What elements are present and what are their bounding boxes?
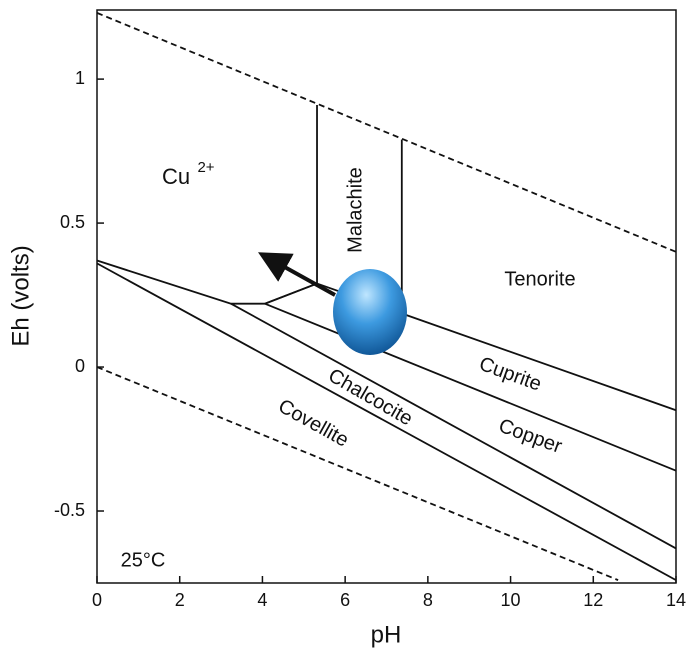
- x-tick-label: 14: [666, 590, 686, 610]
- y-tick-label: -0.5: [54, 500, 85, 520]
- y-tick-label: 0: [75, 356, 85, 376]
- region-label: Cu: [162, 164, 190, 189]
- boundary-line: [96, 366, 619, 581]
- x-tick-label: 12: [583, 590, 603, 610]
- x-tick-label: 8: [423, 590, 433, 610]
- x-axis-label: pH: [371, 621, 402, 648]
- region-label: Covellite: [274, 395, 352, 451]
- y-tick-label: 1: [75, 68, 85, 88]
- region-label: Tenorite: [504, 268, 575, 290]
- y-axis-label: Eh (volts): [7, 245, 34, 346]
- x-tick-label: 6: [340, 590, 350, 610]
- boundary-line: [230, 302, 677, 550]
- boundary-line: [96, 12, 677, 253]
- region-label: Malachite: [344, 167, 366, 253]
- region-label: 2+: [197, 159, 214, 176]
- x-tick-label: 10: [501, 590, 521, 610]
- boundary-line: [264, 282, 677, 412]
- x-tick-label: 4: [257, 590, 267, 610]
- y-tick-label: 0.5: [60, 212, 85, 232]
- x-tick-label: 0: [92, 590, 102, 610]
- boundary-line: [264, 302, 677, 472]
- boundaries: [96, 12, 677, 581]
- region-label: 25°C: [121, 549, 166, 571]
- plot-frame: [96, 9, 677, 584]
- boundary-line: [96, 262, 677, 581]
- ball: [333, 269, 407, 355]
- arrow: [258, 252, 336, 297]
- x-tick-label: 2: [175, 590, 185, 610]
